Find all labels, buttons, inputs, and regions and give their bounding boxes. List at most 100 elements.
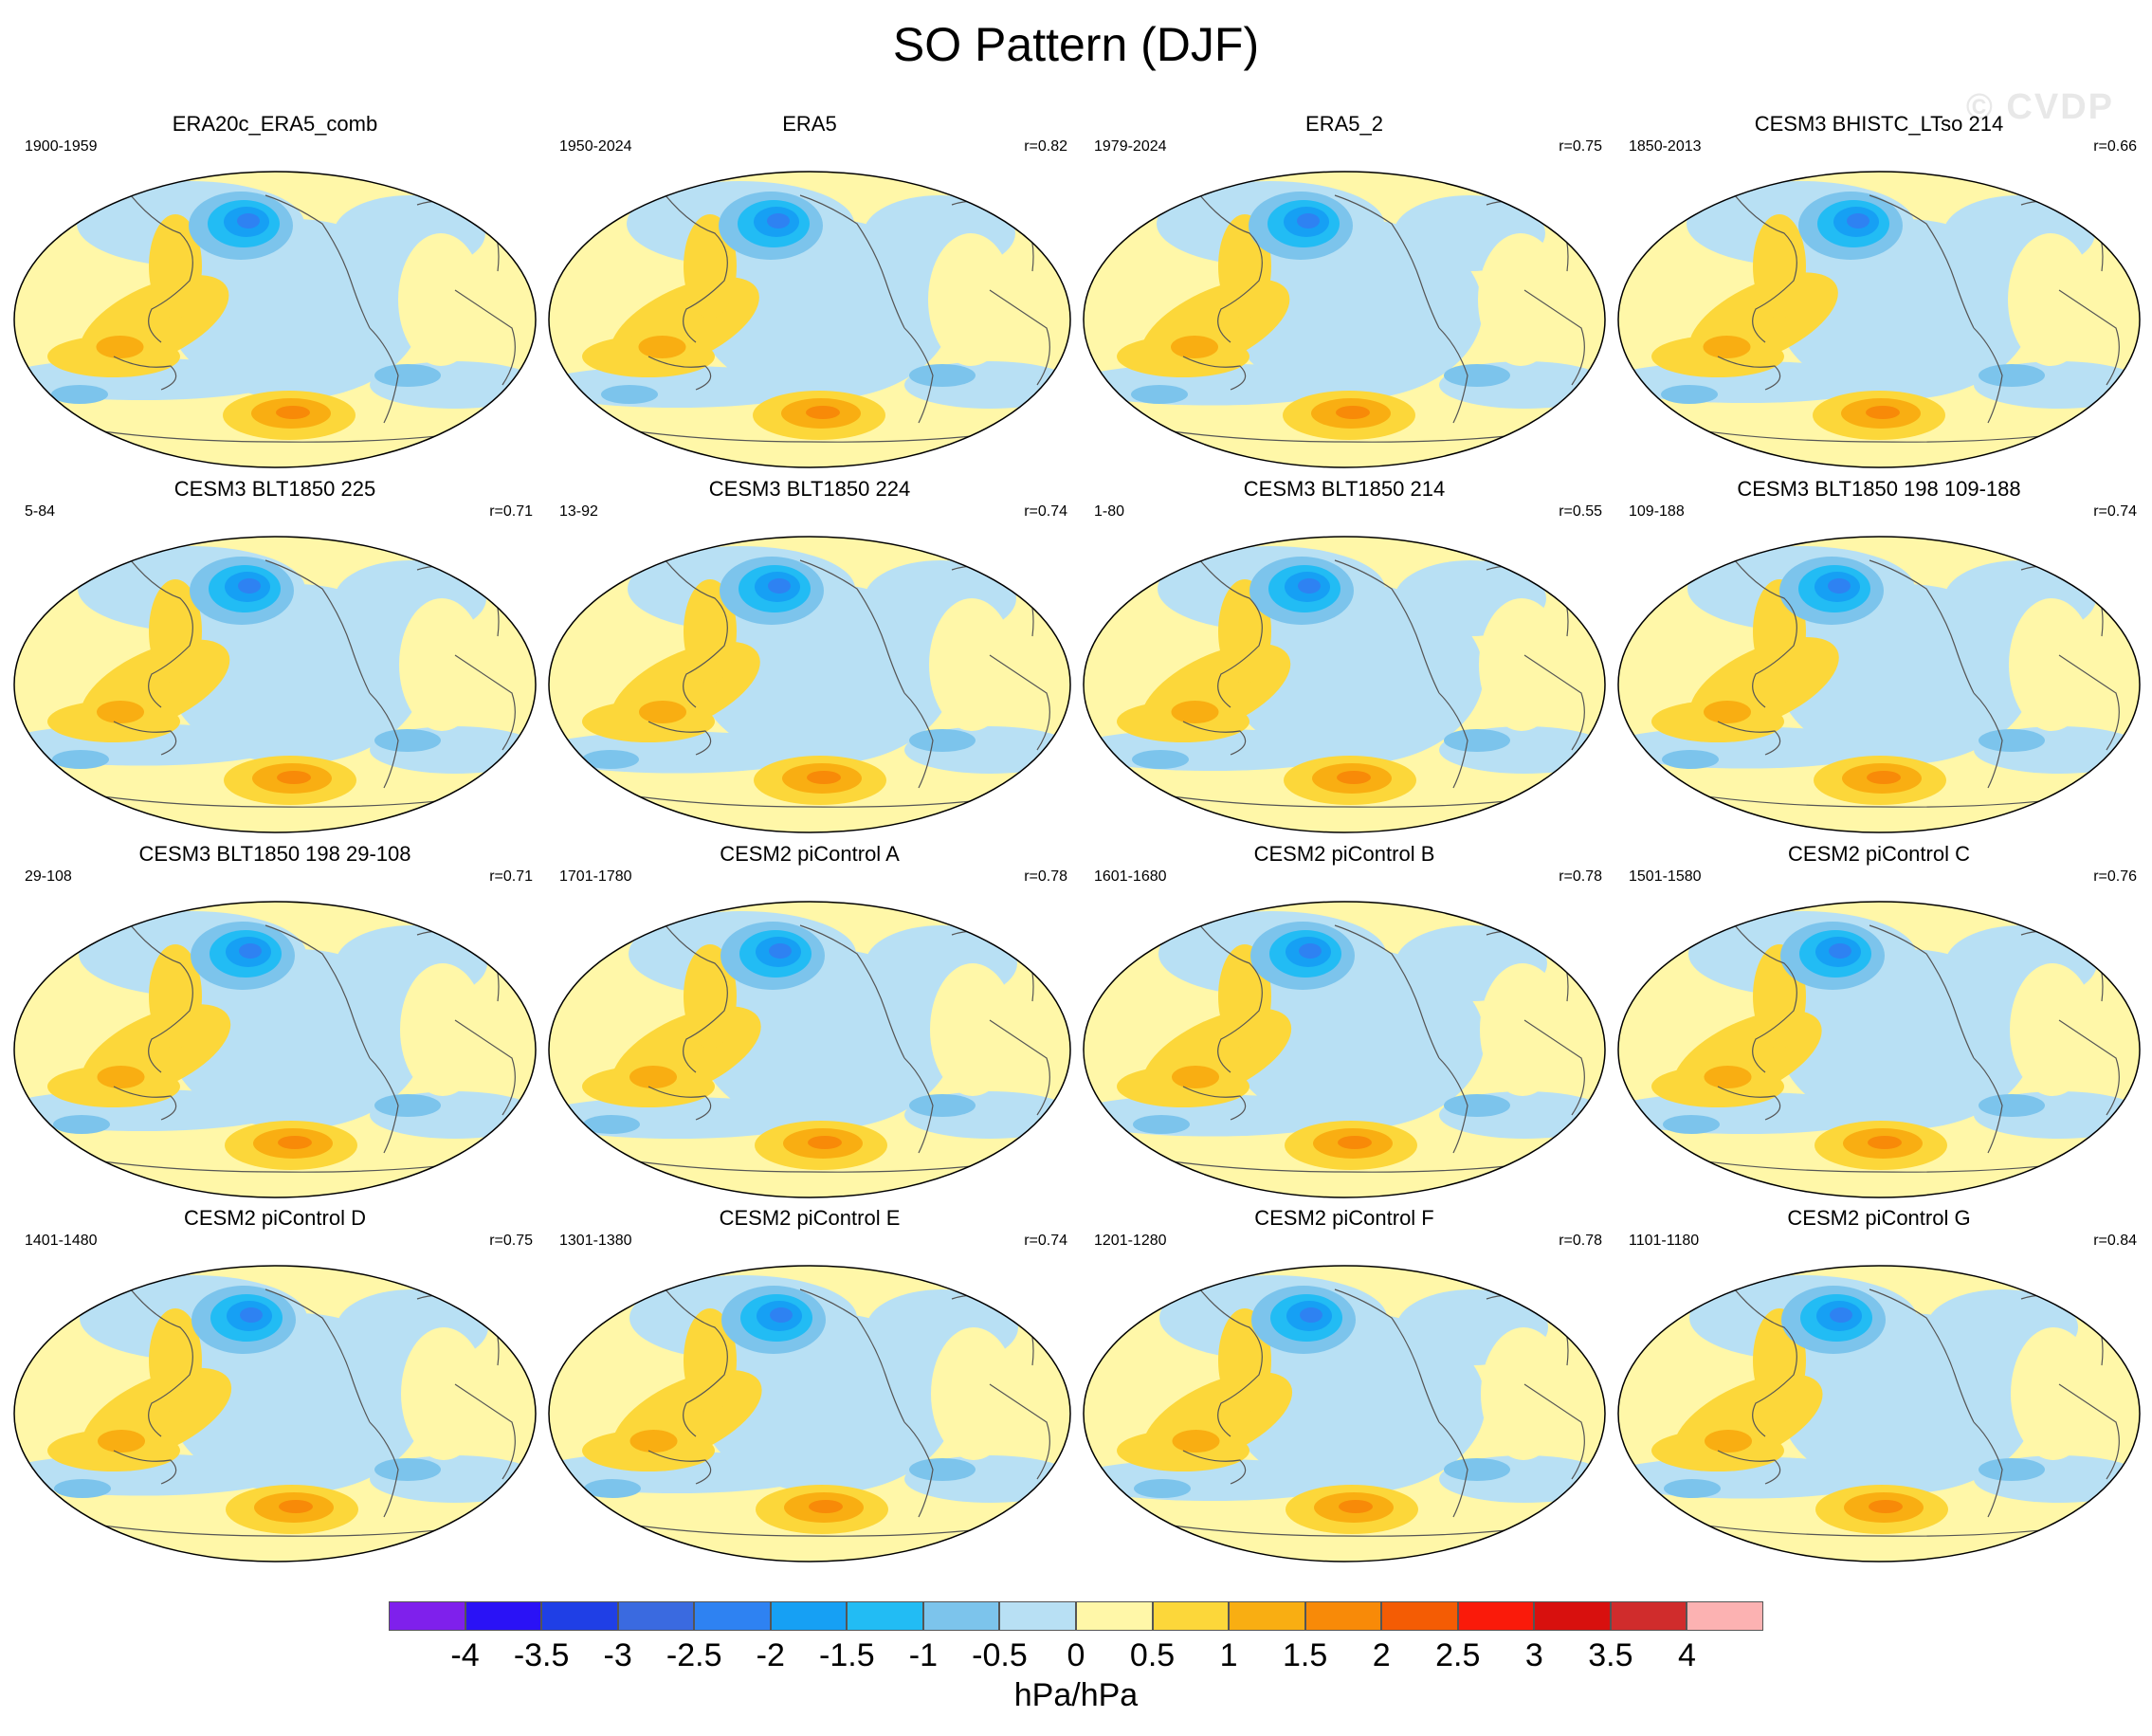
colorbar-box bbox=[1687, 1601, 1763, 1631]
slp-field bbox=[1084, 537, 1605, 832]
map-outline bbox=[1083, 171, 1606, 468]
colorbar-tick-label: 1.5 bbox=[1283, 1637, 1328, 1673]
contour-region bbox=[279, 1500, 313, 1513]
panel-years: 1101-1180 bbox=[1629, 1233, 1700, 1249]
slp-field bbox=[14, 1266, 536, 1562]
slp-field bbox=[1618, 902, 2140, 1197]
map-outline bbox=[13, 536, 537, 833]
map-outline bbox=[1083, 901, 1606, 1198]
contour-region bbox=[1979, 1458, 2045, 1481]
robinson-map bbox=[548, 171, 1071, 468]
map-panel: CESM3 BLT1850 214 1-80 r=0.55 bbox=[1079, 477, 1610, 837]
contour-region bbox=[1444, 1458, 1510, 1481]
robinson-map bbox=[1083, 536, 1606, 833]
slp-field bbox=[549, 1266, 1070, 1562]
map-panel: CESM3 BLT1850 198 109-188 109-188 r=0.74 bbox=[1614, 477, 2144, 837]
panel-title: CESM2 piControl A bbox=[720, 842, 900, 866]
contour-region bbox=[684, 214, 737, 319]
colorbar-box bbox=[1304, 1601, 1382, 1631]
contour-region bbox=[1337, 771, 1371, 784]
map-panel: CESM3 BLT1850 225 5-84 r=0.71 bbox=[9, 477, 540, 837]
slp-field bbox=[1084, 172, 1605, 467]
colorbar-box bbox=[1381, 1601, 1458, 1631]
contour-region bbox=[808, 1136, 842, 1149]
map-panel: CESM3 BLT1850 198 29-108 29-108 r=0.71 bbox=[9, 842, 540, 1202]
contour-region bbox=[1171, 336, 1218, 358]
robinson-map bbox=[13, 171, 537, 468]
contour-region bbox=[1171, 701, 1219, 723]
contour-region bbox=[1662, 750, 1719, 769]
contour-region bbox=[629, 1066, 677, 1088]
panel-title: CESM2 piControl B bbox=[1253, 842, 1435, 866]
contour-region bbox=[239, 943, 262, 959]
colorbar-box bbox=[465, 1601, 542, 1631]
colorbar-tick-label: 0 bbox=[1067, 1637, 1085, 1673]
contour-region bbox=[1300, 1307, 1322, 1323]
contour-region bbox=[1869, 1500, 1903, 1513]
map-panel: ERA5 1950-2024 r=0.82 bbox=[544, 112, 1075, 472]
contour-region bbox=[149, 579, 202, 684]
map-panel: CESM2 piControl A 1701-1780 r=0.78 bbox=[544, 842, 1075, 1202]
contour-region bbox=[399, 598, 484, 731]
contour-region bbox=[2009, 598, 2094, 731]
panel-years: 1900-1959 bbox=[25, 138, 98, 155]
panel-correlation: r=0.84 bbox=[2093, 1233, 2137, 1249]
coastlines bbox=[1650, 915, 2120, 1173]
map-outline bbox=[1617, 536, 2141, 833]
contour-region bbox=[398, 233, 483, 366]
contour-region bbox=[1131, 385, 1188, 404]
colorbar-tick-label: 4 bbox=[1677, 1637, 1696, 1673]
panel-correlation: r=0.55 bbox=[1559, 503, 1602, 520]
contour-region bbox=[149, 944, 202, 1049]
panel-years: 1950-2024 bbox=[559, 138, 632, 155]
panel-correlation: r=0.75 bbox=[489, 1233, 533, 1249]
map-outline bbox=[13, 901, 537, 1198]
contour-region bbox=[1172, 1430, 1220, 1453]
robinson-map bbox=[548, 536, 1071, 833]
contour-region bbox=[98, 1430, 145, 1453]
contour-region bbox=[583, 1115, 640, 1134]
panel-correlation: r=0.74 bbox=[1024, 1233, 1067, 1249]
panel-years: 1601-1680 bbox=[1094, 868, 1167, 885]
contour-region bbox=[278, 1136, 312, 1149]
contour-region bbox=[1829, 943, 1851, 959]
robinson-map bbox=[1617, 901, 2141, 1198]
contour-region bbox=[931, 1327, 1016, 1460]
map-outline bbox=[548, 536, 1071, 833]
map-panel: ERA5_2 1979-2024 r=0.75 bbox=[1079, 112, 1610, 472]
contour-region bbox=[277, 771, 311, 784]
colorbar-box bbox=[770, 1601, 848, 1631]
panel-title: ERA5 bbox=[782, 112, 837, 136]
contour-region bbox=[149, 214, 202, 319]
map-outline bbox=[1617, 901, 2141, 1198]
colorbar-tick-label: -0.5 bbox=[972, 1637, 1028, 1673]
robinson-map bbox=[548, 901, 1071, 1198]
colorbar-box bbox=[541, 1601, 618, 1631]
contour-region bbox=[374, 729, 441, 752]
contour-region bbox=[909, 729, 976, 752]
contour-region bbox=[639, 701, 686, 723]
panel-title: CESM3 BLT1850 198 29-108 bbox=[138, 842, 411, 866]
colorbar-units: hPa/hPa bbox=[1013, 1677, 1139, 1713]
colorbar-box bbox=[922, 1601, 1000, 1631]
colorbar-box bbox=[1076, 1601, 1153, 1631]
contour-region bbox=[1481, 1327, 1566, 1460]
panel-correlation: r=0.66 bbox=[2093, 138, 2137, 155]
robinson-map bbox=[548, 1265, 1071, 1562]
map-panel: CESM2 piControl B 1601-1680 r=0.78 bbox=[1079, 842, 1610, 1202]
colorbar-tick-label: -3 bbox=[603, 1637, 632, 1673]
contour-region bbox=[807, 771, 841, 784]
slp-field bbox=[14, 537, 536, 832]
contour-region bbox=[1134, 1479, 1191, 1498]
robinson-map bbox=[13, 536, 537, 833]
contour-region bbox=[1133, 1115, 1190, 1134]
contour-region bbox=[601, 385, 658, 404]
contour-region bbox=[374, 1458, 441, 1481]
contour-region bbox=[638, 336, 686, 358]
contour-region bbox=[2010, 963, 2095, 1096]
contour-region bbox=[1478, 233, 1563, 366]
colorbar bbox=[389, 1601, 1763, 1633]
contour-region bbox=[1339, 1500, 1373, 1513]
contour-region bbox=[1479, 598, 1564, 731]
contour-region bbox=[770, 1307, 793, 1323]
